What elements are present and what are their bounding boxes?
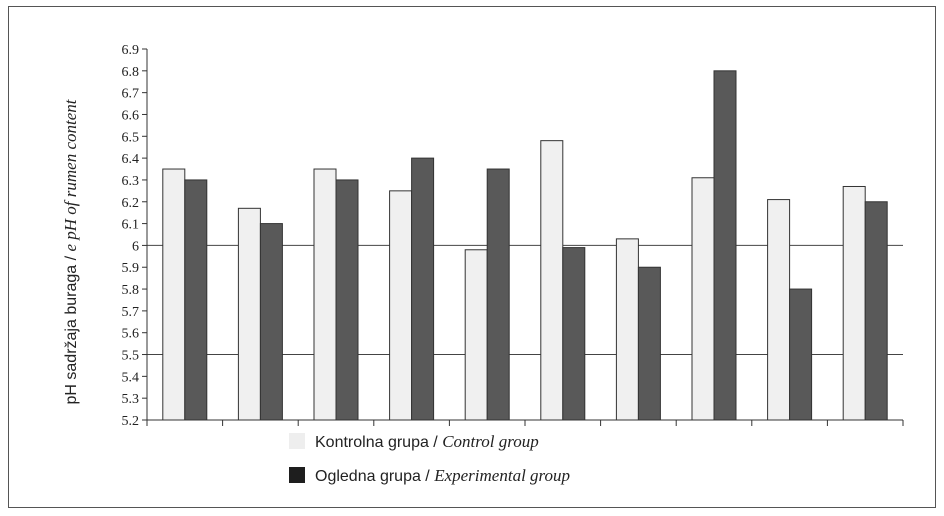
chart-frame: pH sadržaja buraga / e pH of rumen conte… bbox=[8, 6, 936, 508]
legend-control-italic: Control group bbox=[442, 432, 539, 451]
y-tick-label: 5.7 bbox=[122, 305, 140, 320]
y-tick-label: 6.2 bbox=[122, 196, 140, 211]
bar-experimental-8 bbox=[713, 70, 737, 421]
y-tick-label: 6.8 bbox=[122, 65, 140, 80]
bar-control-9 bbox=[767, 199, 791, 421]
y-tick-label: 6.6 bbox=[122, 108, 140, 123]
legend: Kontrolna grupa / Control group Ogledna … bbox=[289, 432, 570, 485]
svg-text:pH sadržaja buraga / e pH of r: pH sadržaja buraga / e pH of rumen conte… bbox=[61, 98, 80, 404]
bar-control-1 bbox=[162, 168, 186, 421]
bar-experimental-5 bbox=[486, 168, 510, 421]
y-tick-label: 6.1 bbox=[122, 218, 140, 233]
bar-experimental-3 bbox=[335, 179, 359, 421]
bar-experimental-7 bbox=[637, 266, 661, 421]
y-tick-label: 5.6 bbox=[122, 327, 140, 342]
y-tick-label: 5.3 bbox=[122, 392, 140, 407]
bar-experimental-4 bbox=[411, 157, 435, 421]
bar-control-4 bbox=[389, 190, 413, 421]
bar-experimental-6 bbox=[562, 247, 586, 421]
y-tick-label: 5.4 bbox=[122, 370, 140, 385]
y-tick-label: 6.7 bbox=[122, 87, 140, 102]
legend-swatch-experimental bbox=[289, 467, 305, 483]
legend-label-experimental: Ogledna grupa / Experimental group bbox=[315, 466, 570, 485]
bar-experimental-1 bbox=[184, 179, 208, 421]
bar-experimental-2 bbox=[259, 223, 283, 421]
y-axis-label-italic: e pH of rumen content bbox=[61, 98, 80, 251]
y-tick-label: 5.9 bbox=[122, 261, 140, 276]
legend-experimental-italic: Experimental group bbox=[433, 466, 570, 485]
legend-label-control: Kontrolna grupa / Control group bbox=[315, 432, 539, 451]
y-tick-label: 5.8 bbox=[122, 283, 140, 298]
legend-experimental-plain: Ogledna grupa / bbox=[315, 468, 434, 485]
bar-control-7 bbox=[615, 238, 639, 421]
bar-control-2 bbox=[237, 207, 261, 421]
y-tick-label: 6 bbox=[132, 239, 139, 254]
legend-swatch-control bbox=[289, 433, 305, 449]
y-tick-label: 6.4 bbox=[122, 152, 140, 167]
legend-control-plain: Kontrolna grupa / bbox=[315, 434, 442, 451]
y-tick-label: 5.2 bbox=[122, 414, 140, 429]
bar-control-10 bbox=[842, 185, 866, 421]
bar-experimental-9 bbox=[789, 288, 813, 421]
y-axis-label-plain: pH sadržaja buraga / bbox=[63, 252, 80, 405]
y-tick-label: 6.3 bbox=[122, 174, 140, 189]
y-tick-label: 6.5 bbox=[122, 130, 140, 145]
bar-chart: pH sadržaja buraga / e pH of rumen conte… bbox=[61, 43, 904, 485]
y-tick-label: 5.5 bbox=[122, 349, 140, 364]
bar-experimental-10 bbox=[864, 201, 888, 421]
bar-control-8 bbox=[691, 177, 715, 421]
bar-control-5 bbox=[464, 249, 488, 421]
y-tick-label: 6.9 bbox=[122, 43, 140, 58]
bar-control-6 bbox=[540, 140, 564, 421]
y-axis-label: pH sadržaja buraga / e pH of rumen conte… bbox=[61, 98, 80, 404]
bar-control-3 bbox=[313, 168, 337, 421]
